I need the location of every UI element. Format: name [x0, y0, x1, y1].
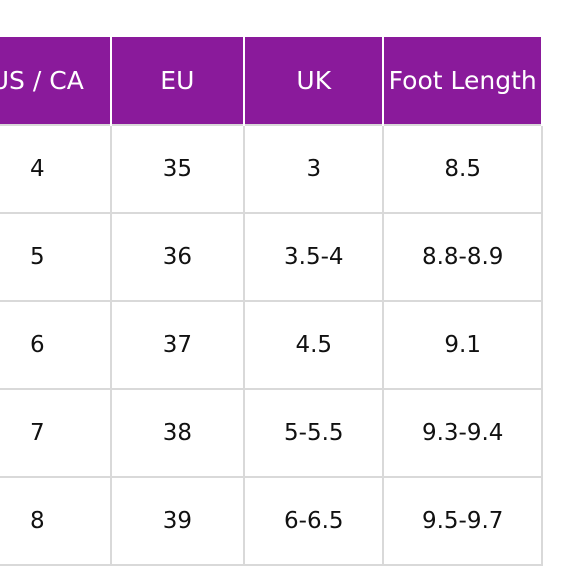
size-chart-table: US / CA EU UK Foot Length 4 35 3 8.5 5 3…	[0, 37, 543, 566]
header-row: US / CA EU UK Foot Length	[0, 37, 543, 125]
table-row: 7 38 5-5.5 9.3-9.4	[0, 388, 543, 478]
cell-eu: 39	[109, 476, 246, 566]
cell-uk: 6-6.5	[243, 476, 385, 566]
cell-uk: 3.5-4	[243, 212, 385, 302]
column-header-us-ca: US / CA	[0, 37, 112, 125]
table-row: 6 37 4.5 9.1	[0, 300, 543, 390]
cell-foot-length: 8.8-8.9	[382, 212, 543, 302]
cell-us-ca: 7	[0, 388, 112, 478]
cell-foot-length: 8.5	[382, 124, 543, 214]
cell-foot-length: 9.1	[382, 300, 543, 390]
column-header-foot-length: Foot Length	[382, 37, 543, 125]
cell-us-ca: 5	[0, 212, 112, 302]
column-header-uk: UK	[243, 37, 385, 125]
cell-uk: 3	[243, 124, 385, 214]
cell-uk: 5-5.5	[243, 388, 385, 478]
cell-us-ca: 4	[0, 124, 112, 214]
cell-us-ca: 6	[0, 300, 112, 390]
column-header-eu: EU	[109, 37, 246, 125]
cell-foot-length: 9.3-9.4	[382, 388, 543, 478]
cell-eu: 37	[109, 300, 246, 390]
cell-uk: 4.5	[243, 300, 385, 390]
cell-us-ca: 8	[0, 476, 112, 566]
table-row: 8 39 6-6.5 9.5-9.7	[0, 476, 543, 566]
table-row: 4 35 3 8.5	[0, 124, 543, 214]
cell-foot-length: 9.5-9.7	[382, 476, 543, 566]
cell-eu: 36	[109, 212, 246, 302]
cell-eu: 35	[109, 124, 246, 214]
table-row: 5 36 3.5-4 8.8-8.9	[0, 212, 543, 302]
cell-eu: 38	[109, 388, 246, 478]
